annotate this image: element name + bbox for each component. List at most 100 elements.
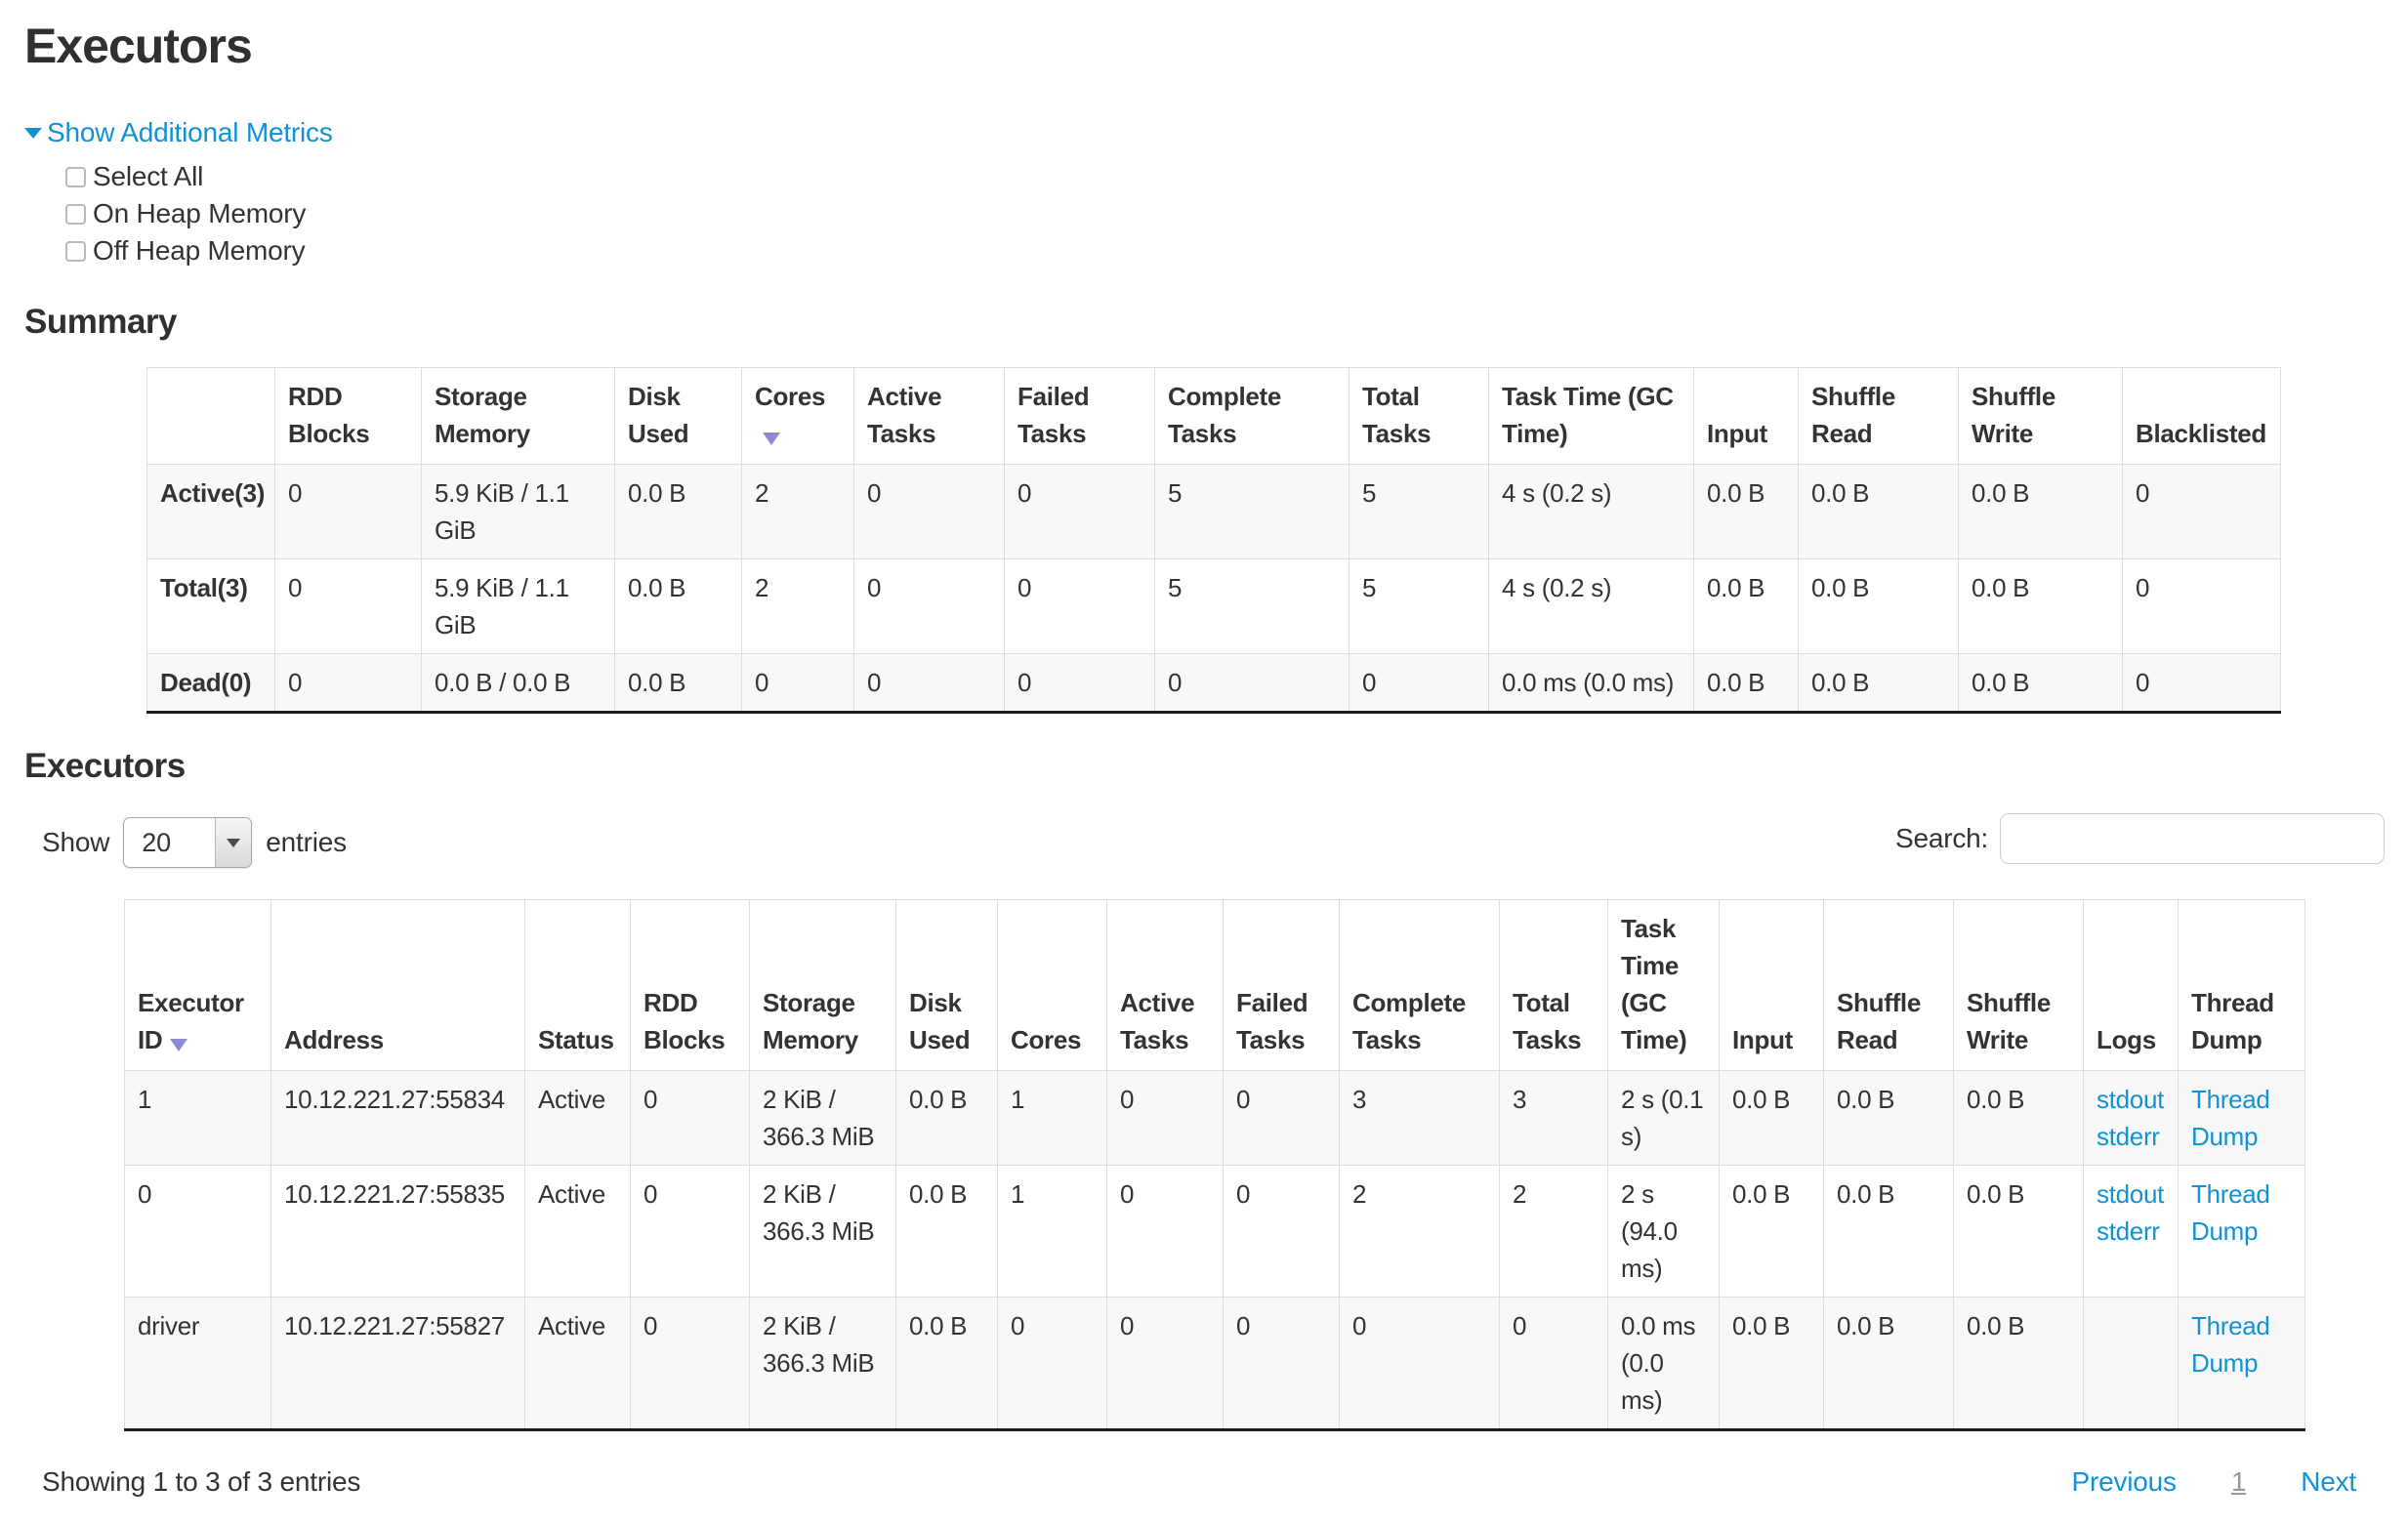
executors-col-executor-id[interactable]: Executor ID: [124, 899, 271, 1071]
page-size-select[interactable]: 20: [123, 817, 253, 868]
next-button[interactable]: Next: [2301, 1466, 2356, 1497]
metrics-option-select-all[interactable]: Select All: [65, 158, 2408, 195]
cell-cores: 0: [997, 1297, 1107, 1430]
sort-desc-icon: [763, 433, 780, 445]
additional-metrics-panel: Show Additional Metrics Select All On Hea…: [24, 117, 2408, 269]
search-input[interactable]: [2000, 813, 2386, 864]
column-label: Storage Memory: [763, 988, 858, 1054]
cell-thread-dump: Thread Dump: [2178, 1165, 2305, 1298]
stderr-link[interactable]: stderr: [2097, 1216, 2160, 1246]
column-label: Input: [1707, 419, 1768, 448]
cell-shuffle-write: 0.0 B: [1953, 1297, 2084, 1430]
metrics-checkbox-list: Select All On Heap Memory Off Heap Memory: [65, 158, 2408, 269]
cell-disk-used: 0.0 B: [895, 1297, 998, 1430]
summary-col-disk-used[interactable]: Disk Used: [614, 367, 742, 465]
summary-cell-shuffle-read: 0.0 B: [1798, 464, 1959, 559]
cell-address: 10.12.221.27:55835: [270, 1165, 525, 1298]
thread-dump-link[interactable]: Thread Dump: [2191, 1179, 2270, 1246]
cell-cores: 1: [997, 1070, 1107, 1166]
cell-address: 10.12.221.27:55827: [270, 1297, 525, 1430]
summary-cell-disk-used: 0.0 B: [614, 653, 742, 713]
select-all-checkbox[interactable]: [65, 166, 86, 187]
summary-cell-disk-used: 0.0 B: [614, 464, 742, 559]
column-label: Active Tasks: [867, 382, 942, 448]
executors-col-status[interactable]: Status: [524, 899, 631, 1071]
cell-shuffle-read: 0.0 B: [1823, 1070, 1954, 1166]
cell-status: Active: [524, 1165, 631, 1298]
stdout-link[interactable]: stdout: [2097, 1179, 2165, 1209]
metrics-option-off-heap-memory[interactable]: Off Heap Memory: [65, 232, 2408, 269]
executors-col-shuffle-read[interactable]: Shuffle Read: [1823, 899, 1954, 1071]
metrics-option-on-heap-memory[interactable]: On Heap Memory: [65, 195, 2408, 232]
summary-col-blacklisted[interactable]: Blacklisted: [2122, 367, 2281, 465]
summary-col-cores[interactable]: Cores: [741, 367, 854, 465]
summary-cell-blacklisted: 0: [2122, 558, 2281, 654]
cell-failed-tasks: 0: [1223, 1070, 1340, 1166]
summary-cell-input: 0.0 B: [1693, 653, 1799, 713]
executors-col-logs[interactable]: Logs: [2083, 899, 2179, 1071]
summary-col-shuffle-read[interactable]: Shuffle Read: [1798, 367, 1959, 465]
summary-cell-cores: 0: [741, 653, 854, 713]
executors-col-active-tasks[interactable]: Active Tasks: [1106, 899, 1224, 1071]
summary-cell-shuffle-write: 0.0 B: [1958, 464, 2123, 559]
summary-col-complete-tasks[interactable]: Complete Tasks: [1154, 367, 1349, 465]
thread-dump-link[interactable]: Thread Dump: [2191, 1085, 2270, 1151]
executors-col-address[interactable]: Address: [270, 899, 525, 1071]
page-number-button[interactable]: 1: [2230, 1466, 2247, 1497]
summary-cell-input: 0.0 B: [1693, 464, 1799, 559]
executors-col-storage-memory[interactable]: Storage Memory: [749, 899, 896, 1071]
summary-col-total-tasks[interactable]: Total Tasks: [1349, 367, 1489, 465]
summary-col-failed-tasks[interactable]: Failed Tasks: [1004, 367, 1155, 465]
stderr-link[interactable]: stderr: [2097, 1122, 2160, 1151]
cell-shuffle-write: 0.0 B: [1953, 1070, 2084, 1166]
summary-col-row-label[interactable]: [146, 367, 275, 465]
search-control: Search:: [1895, 813, 2386, 864]
column-label: Total Tasks: [1513, 988, 1582, 1054]
summary-col-rdd-blocks[interactable]: RDD Blocks: [274, 367, 422, 465]
executors-col-thread-dump[interactable]: Thread Dump: [2178, 899, 2305, 1071]
executors-col-disk-used[interactable]: Disk Used: [895, 899, 998, 1071]
summary-header-row: RDD Blocks Storage Memory Disk Used Cores Ac…: [146, 367, 2281, 465]
summary-cell-failed-tasks: 0: [1004, 653, 1155, 713]
summary-cell-shuffle-read: 0.0 B: [1798, 558, 1959, 654]
summary-cell-storage-memory: 5.9 KiB / 1.1 GiB: [421, 558, 615, 654]
cell-status: Active: [524, 1297, 631, 1430]
cell-storage-memory: 2 KiB / 366.3 MiB: [749, 1297, 896, 1430]
cell-shuffle-read: 0.0 B: [1823, 1297, 1954, 1430]
executors-col-total-tasks[interactable]: Total Tasks: [1499, 899, 1608, 1071]
previous-button[interactable]: Previous: [2071, 1466, 2178, 1497]
executors-col-shuffle-write[interactable]: Shuffle Write: [1953, 899, 2084, 1071]
thread-dump-link[interactable]: Thread Dump: [2191, 1311, 2270, 1378]
summary-col-input[interactable]: Input: [1693, 367, 1799, 465]
summary-cell-cores: 2: [741, 558, 854, 654]
executors-col-cores[interactable]: Cores: [997, 899, 1107, 1071]
executors-col-rdd-blocks[interactable]: RDD Blocks: [630, 899, 750, 1071]
off-heap-memory-checkbox[interactable]: [65, 240, 86, 262]
cell-task-time: 2 s (94.0 ms): [1607, 1165, 1720, 1298]
summary-col-task-time-gc-time[interactable]: Task Time (GC Time): [1488, 367, 1694, 465]
cell-logs: [2083, 1297, 2179, 1430]
executors-col-failed-tasks[interactable]: Failed Tasks: [1223, 899, 1340, 1071]
executors-col-complete-tasks[interactable]: Complete Tasks: [1339, 899, 1500, 1071]
summary-cell-active-tasks: 0: [853, 653, 1005, 713]
cell-id: driver: [124, 1297, 271, 1430]
on-heap-memory-checkbox[interactable]: [65, 203, 86, 225]
summary-cell-cores: 2: [741, 464, 854, 559]
checkbox-label: Select All: [93, 161, 204, 191]
summary-col-shuffle-write[interactable]: Shuffle Write: [1958, 367, 2123, 465]
summary-cell-rdd-blocks: 0: [274, 558, 422, 654]
cell-input: 0.0 B: [1719, 1297, 1824, 1430]
summary-row-label: Active(3): [146, 464, 275, 559]
select-arrow-button[interactable]: [215, 818, 252, 867]
cell-complete-tasks: 3: [1339, 1070, 1500, 1166]
executors-col-task-time-gc-time[interactable]: Task Time (GC Time): [1607, 899, 1720, 1071]
show-additional-metrics-toggle[interactable]: Show Additional Metrics: [24, 117, 2408, 148]
summary-col-storage-memory[interactable]: Storage Memory: [421, 367, 615, 465]
cell-task-time: 2 s (0.1 s): [1607, 1070, 1720, 1166]
executors-col-input[interactable]: Input: [1719, 899, 1824, 1071]
executors-header-row: Executor ID Address Status RDD Blocks Storag…: [124, 899, 2305, 1071]
summary-cell-total-tasks: 5: [1349, 464, 1489, 559]
cell-complete-tasks: 0: [1339, 1297, 1500, 1430]
stdout-link[interactable]: stdout: [2097, 1085, 2165, 1114]
summary-col-active-tasks[interactable]: Active Tasks: [853, 367, 1005, 465]
